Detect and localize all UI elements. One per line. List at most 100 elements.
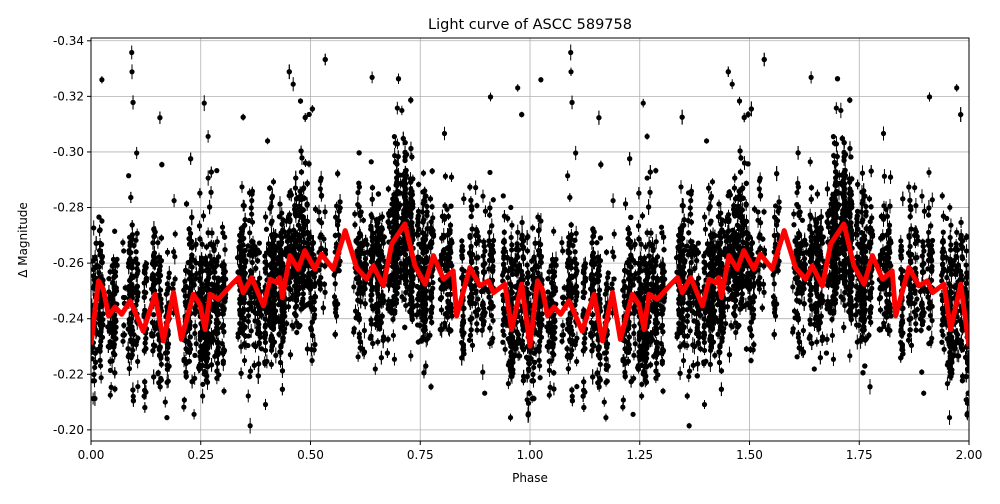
point-marker	[947, 415, 952, 420]
point-marker	[899, 313, 904, 318]
point-marker	[688, 328, 693, 333]
data-point	[838, 103, 843, 118]
point-marker	[395, 105, 400, 110]
data-point	[630, 412, 635, 417]
data-point	[809, 258, 814, 263]
data-point	[443, 172, 448, 180]
data-point	[192, 353, 197, 358]
point-marker	[611, 254, 616, 259]
point-marker	[566, 250, 571, 255]
point-marker	[173, 276, 178, 281]
point-marker	[373, 366, 378, 371]
point-marker	[191, 412, 196, 417]
chart-title: Light curve of ASCC 589758	[428, 17, 632, 33]
data-point	[882, 169, 887, 183]
data-point	[730, 79, 735, 89]
point-marker	[332, 332, 337, 337]
data-point	[834, 102, 839, 114]
point-marker	[334, 313, 339, 318]
point-marker	[537, 358, 542, 363]
point-marker	[632, 306, 637, 311]
point-marker	[773, 313, 778, 318]
data-point	[242, 355, 247, 366]
point-marker	[838, 108, 843, 113]
point-marker	[809, 258, 814, 263]
point-marker	[881, 321, 886, 326]
data-point	[171, 194, 176, 207]
data-point	[480, 364, 485, 380]
point-marker	[459, 329, 464, 334]
data-point	[610, 193, 615, 207]
point-marker	[92, 365, 97, 370]
point-marker	[172, 254, 177, 259]
point-marker	[370, 75, 375, 80]
point-marker	[831, 134, 836, 139]
data-point	[370, 71, 375, 83]
data-point	[515, 84, 520, 92]
point-marker	[964, 262, 969, 267]
data-point	[631, 350, 636, 360]
point-marker	[868, 204, 873, 209]
point-marker	[392, 134, 397, 139]
data-point	[291, 77, 296, 91]
point-marker	[639, 382, 644, 387]
data-point	[954, 84, 959, 92]
point-marker	[812, 366, 817, 371]
data-point	[509, 448, 514, 461]
point-marker	[807, 227, 812, 232]
data-point	[482, 391, 487, 396]
point-marker	[610, 198, 615, 203]
point-marker	[480, 370, 485, 375]
point-marker	[954, 85, 959, 90]
data-point	[369, 159, 374, 164]
point-marker	[127, 250, 132, 255]
point-marker	[529, 378, 534, 383]
data-point	[200, 382, 205, 387]
point-marker	[964, 248, 969, 253]
data-point	[399, 106, 404, 115]
data-point	[919, 189, 924, 203]
data-point	[594, 240, 599, 246]
data-point	[868, 204, 873, 210]
point-marker	[531, 365, 536, 370]
point-marker	[710, 179, 715, 184]
point-marker	[355, 190, 360, 195]
data-point	[525, 261, 530, 269]
data-point	[881, 126, 886, 140]
data-point	[565, 170, 570, 181]
point-marker	[239, 184, 244, 189]
point-marker	[193, 323, 198, 328]
point-marker	[98, 358, 103, 363]
point-marker	[594, 240, 599, 245]
point-marker	[515, 85, 520, 90]
data-point	[947, 410, 952, 425]
point-marker	[898, 329, 903, 334]
data-point	[755, 213, 760, 228]
point-marker	[319, 176, 324, 181]
data-point	[442, 127, 447, 141]
data-point	[681, 353, 686, 368]
point-marker	[525, 262, 530, 267]
data-point	[319, 171, 324, 186]
point-marker	[192, 353, 197, 358]
data-point	[92, 365, 97, 370]
point-marker	[429, 204, 434, 209]
point-marker	[206, 175, 211, 180]
data-point	[395, 102, 400, 115]
point-marker	[730, 82, 735, 87]
point-marker	[193, 306, 198, 311]
point-marker	[771, 332, 776, 337]
point-marker	[834, 105, 839, 110]
point-marker	[757, 232, 762, 237]
data-point	[645, 175, 650, 180]
point-marker	[250, 260, 255, 265]
point-marker	[368, 227, 373, 232]
point-marker	[319, 193, 324, 198]
point-marker	[610, 249, 615, 254]
point-marker	[318, 232, 323, 237]
point-marker	[126, 173, 131, 178]
data-point	[809, 71, 814, 83]
point-marker	[355, 202, 360, 207]
data-point	[508, 205, 513, 210]
point-marker	[171, 198, 176, 203]
